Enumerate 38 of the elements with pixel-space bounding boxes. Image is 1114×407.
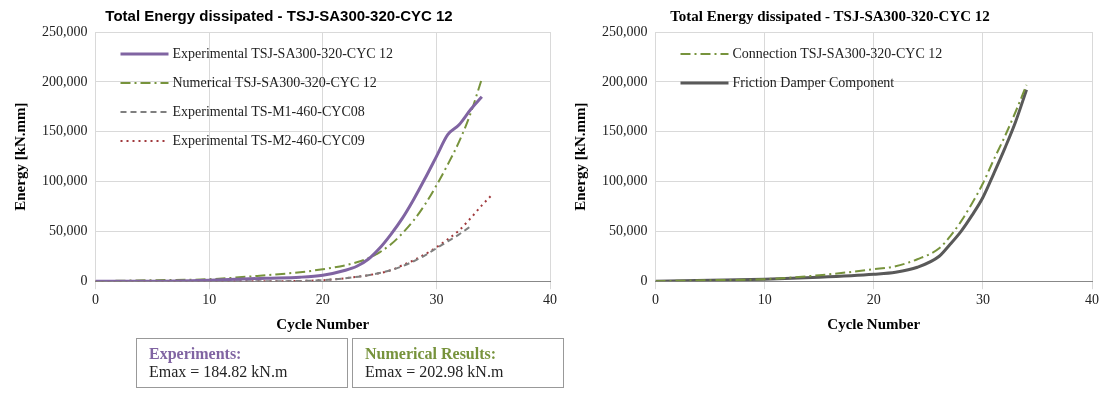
x-tick-label: 10 bbox=[202, 292, 217, 308]
chart-title: Total Energy dissipated - TSJ-SA300-320-CYC 12 bbox=[670, 7, 990, 24]
x-tick-label: 40 bbox=[1085, 292, 1099, 308]
x-tick-label: 40 bbox=[543, 292, 557, 308]
y-tick-label: 150,000 bbox=[602, 123, 648, 139]
x-tick-label: 0 bbox=[92, 292, 99, 308]
y-tick-label: 200,000 bbox=[42, 73, 88, 89]
text: Experiments: bbox=[149, 345, 243, 363]
y-tick-label: 250,000 bbox=[42, 23, 88, 39]
y-tick-label: 0 bbox=[80, 272, 88, 288]
legend-label: Experimental TS-M2-460-CYC09 bbox=[172, 132, 365, 148]
y-tick-label: 50,000 bbox=[49, 223, 88, 239]
x-axis-title: Cycle Number bbox=[827, 315, 921, 332]
y-axis-title: Energy [kN.mm] bbox=[571, 102, 588, 211]
y-tick-label: 100,000 bbox=[42, 173, 88, 189]
chart-title: Total Energy dissipated - TSJ-SA300-320-CYC 12 bbox=[105, 7, 453, 25]
legend-label: Experimental TSJ-SA300-320-CYC 12 bbox=[172, 45, 394, 61]
y-tick-label: 50,000 bbox=[609, 223, 648, 239]
x-tick-label: 30 bbox=[975, 292, 990, 308]
x-tick-label: 0 bbox=[652, 292, 659, 308]
x-tick-label: 30 bbox=[429, 292, 444, 308]
y-tick-label: 150,000 bbox=[42, 123, 88, 139]
y-tick-label: 100,000 bbox=[602, 173, 648, 189]
legend-label: Experimental TS-M1-460-CYC08 bbox=[172, 103, 365, 119]
text: Numerical Results: bbox=[365, 345, 498, 363]
x-axis-title: Cycle Number bbox=[276, 315, 370, 332]
legend-label: Connection TSJ-SA300-320-CYC 12 bbox=[732, 45, 943, 61]
x-tick-label: 20 bbox=[315, 292, 330, 308]
y-axis-title: Energy [kN.mm] bbox=[11, 102, 28, 211]
legend-label: Friction Damper Component bbox=[732, 74, 895, 90]
text: Emax = 184.82 kN.m bbox=[149, 363, 289, 381]
legend-label: Numerical TSJ-SA300-320-CYC 12 bbox=[172, 74, 377, 90]
y-tick-label: 0 bbox=[640, 272, 648, 288]
x-tick-label: 20 bbox=[866, 292, 881, 308]
x-tick-label: 10 bbox=[757, 292, 772, 308]
y-tick-label: 250,000 bbox=[602, 23, 648, 39]
text: Emax = 202.98 kN.m bbox=[365, 363, 505, 381]
y-tick-label: 200,000 bbox=[602, 73, 648, 89]
